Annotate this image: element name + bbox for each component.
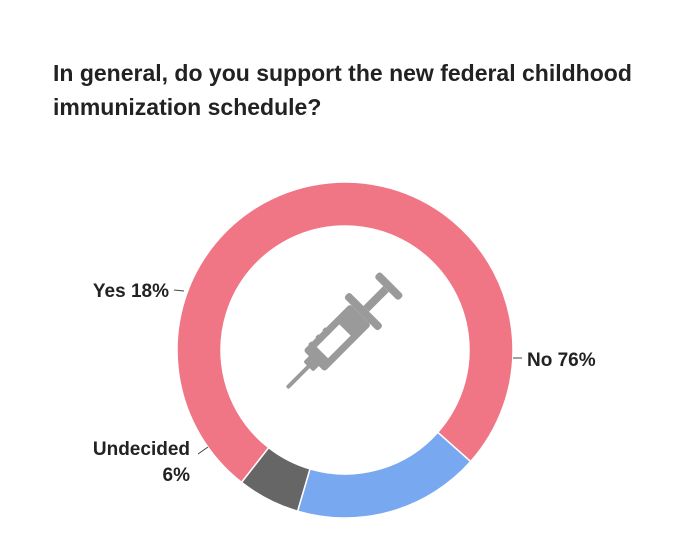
label-yes-leader-line	[173, 289, 185, 292]
chart-title: In general, do you support the new feder…	[53, 60, 632, 120]
label-undecided-line-1: Undecided	[93, 439, 190, 460]
label-yes: Yes 18%	[93, 281, 169, 302]
slice-undecided	[240, 446, 311, 513]
slice-yes	[296, 431, 472, 519]
slice-no	[176, 181, 514, 484]
donut-slices	[176, 181, 514, 519]
label-undecided-line-2: 6%	[163, 465, 191, 486]
syringe-icon	[286, 272, 403, 389]
label-no: No 76%	[527, 350, 596, 371]
label-undecided-leader-line	[197, 446, 209, 455]
slice-labels: No 76% Yes 18% Undecided 6%	[93, 281, 596, 486]
